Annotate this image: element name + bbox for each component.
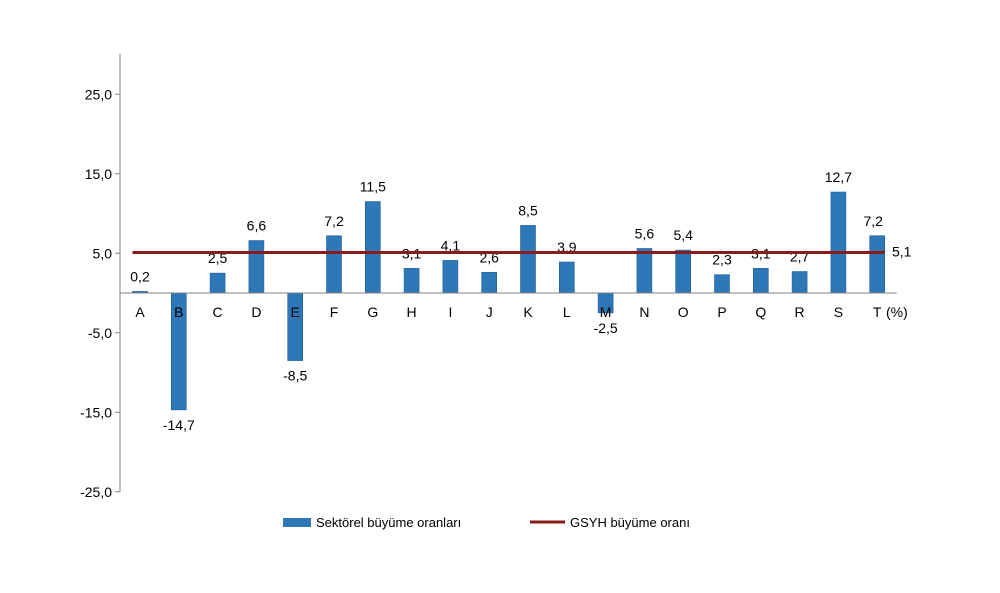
- x-category-label: O: [678, 304, 689, 320]
- data-label: 11,5: [360, 179, 386, 195]
- x-category-label: R: [795, 304, 805, 320]
- data-label: 8,5: [518, 202, 538, 218]
- bar-C: [209, 272, 226, 294]
- bars: [132, 191, 886, 411]
- x-category-label: F: [330, 304, 339, 320]
- x-category-label: K: [523, 304, 533, 320]
- y-tick-label: 5,0: [93, 245, 113, 261]
- bar-R: [791, 271, 808, 294]
- bar-O: [675, 249, 692, 294]
- bar-G: [364, 201, 381, 294]
- data-label: 6,6: [247, 218, 267, 234]
- y-tick-label: -5,0: [88, 325, 112, 341]
- x-category-label: M: [600, 304, 612, 320]
- y-tick-label: -15,0: [80, 404, 112, 420]
- legend-label-bars: Sektörel büyüme oranları: [316, 515, 461, 530]
- reference-line-group: 5,1: [132, 243, 912, 259]
- bar-T: [869, 235, 886, 294]
- x-axis: A B C D E F G H I J K L M N O P Q R S T: [120, 292, 897, 320]
- x-category-label: B: [174, 304, 183, 320]
- data-label: 4,1: [441, 237, 461, 253]
- reference-line-label: 5,1: [892, 243, 912, 259]
- unit-label: (%): [886, 304, 908, 320]
- data-label: 2,7: [790, 249, 810, 265]
- bar-L: [558, 261, 575, 294]
- y-tick-label: 25,0: [85, 86, 112, 102]
- bar-Q: [752, 268, 769, 294]
- data-label: 7,2: [863, 213, 883, 229]
- bar-H: [403, 268, 420, 294]
- x-category-label: S: [834, 304, 843, 320]
- data-label: 7,2: [324, 213, 344, 229]
- bar-K: [520, 225, 536, 294]
- y-tick-label: 15,0: [85, 166, 112, 182]
- x-category-label: H: [407, 304, 417, 320]
- data-label: -2,5: [594, 320, 618, 336]
- data-label: 2,5: [208, 250, 228, 266]
- legend-swatch-bars: [283, 518, 311, 527]
- bar-P: [714, 274, 730, 294]
- x-category-label: A: [135, 304, 145, 320]
- bar-S: [830, 191, 847, 294]
- bar-N: [636, 248, 653, 294]
- data-labels: 0,2-14,72,56,6-8,57,211,53,14,12,68,53,9…: [130, 169, 883, 433]
- data-label: 2,3: [712, 252, 732, 268]
- legend-label-line: GSYH büyüme oranı: [570, 515, 690, 530]
- y-axis: 25,0 15,0 5,0 -5,0 -15,0 -25,0: [80, 54, 121, 500]
- x-category-label: P: [717, 304, 726, 320]
- data-label: -14,7: [163, 417, 195, 433]
- data-label: 5,4: [673, 227, 693, 243]
- data-label: 0,2: [130, 268, 150, 284]
- bar-F: [326, 235, 342, 294]
- bar-D: [248, 240, 265, 294]
- x-category-label: L: [563, 304, 571, 320]
- bar-I: [442, 260, 459, 294]
- x-category-label: G: [367, 304, 378, 320]
- x-category-label: I: [448, 304, 452, 320]
- x-category-label: E: [291, 304, 300, 320]
- bar-J: [481, 272, 498, 294]
- data-label: 5,6: [635, 225, 655, 241]
- x-category-label: C: [213, 304, 223, 320]
- x-category-label: J: [486, 304, 493, 320]
- x-category-label: D: [251, 304, 261, 320]
- y-tick-label: -25,0: [80, 484, 112, 500]
- data-label: -8,5: [283, 368, 307, 384]
- x-category-label: N: [639, 304, 649, 320]
- x-category-label: T: [873, 304, 882, 320]
- data-label: 12,7: [825, 169, 852, 185]
- legend: Sektörel büyüme oranları GSYH büyüme ora…: [283, 515, 690, 530]
- x-category-label: Q: [755, 304, 766, 320]
